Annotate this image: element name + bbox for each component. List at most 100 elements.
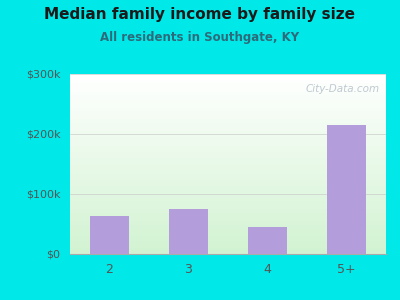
Bar <box>70 191 386 192</box>
Bar <box>70 141 386 142</box>
Bar <box>70 153 386 154</box>
Bar <box>70 235 386 236</box>
Bar <box>70 82 386 83</box>
Bar <box>70 170 386 171</box>
Bar <box>70 79 386 80</box>
Bar <box>70 140 386 141</box>
Bar <box>70 237 386 238</box>
Bar <box>70 199 386 200</box>
Bar <box>70 171 386 172</box>
Bar <box>70 126 386 127</box>
Bar <box>70 173 386 174</box>
Bar <box>70 195 386 196</box>
Bar <box>70 242 386 243</box>
Text: City-Data.com: City-Data.com <box>306 84 380 94</box>
Bar <box>70 204 386 205</box>
Bar <box>70 225 386 226</box>
Bar <box>70 74 386 75</box>
Bar <box>70 146 386 147</box>
Bar <box>70 107 386 108</box>
Bar <box>70 209 386 210</box>
Bar <box>70 114 386 115</box>
Bar <box>70 245 386 246</box>
Bar <box>70 215 386 216</box>
Bar <box>248 226 287 254</box>
Bar <box>70 214 386 215</box>
Bar <box>70 98 386 99</box>
Bar <box>70 234 386 235</box>
Bar <box>70 193 386 194</box>
Bar <box>70 109 386 110</box>
Bar <box>70 253 386 254</box>
Bar <box>70 116 386 117</box>
Bar <box>70 236 386 237</box>
Bar <box>70 216 386 217</box>
Bar <box>70 157 386 158</box>
Bar <box>70 249 386 250</box>
Bar <box>70 203 386 204</box>
Bar <box>70 194 386 195</box>
Bar <box>70 177 386 178</box>
Bar <box>70 133 386 134</box>
Bar <box>70 219 386 220</box>
Bar <box>70 92 386 93</box>
Bar <box>70 163 386 164</box>
Bar <box>70 218 386 219</box>
Bar <box>70 167 386 168</box>
Bar <box>70 220 386 221</box>
Bar <box>70 172 386 173</box>
Bar <box>70 97 386 98</box>
Bar <box>70 112 386 113</box>
Bar <box>70 189 386 190</box>
Bar <box>70 102 386 103</box>
Bar <box>70 156 386 157</box>
Bar <box>70 119 386 120</box>
Bar <box>70 223 386 224</box>
Bar <box>70 115 386 116</box>
Bar <box>70 184 386 185</box>
Bar <box>70 208 386 209</box>
Bar <box>70 150 386 151</box>
Bar <box>70 183 386 184</box>
Bar <box>70 164 386 165</box>
Bar <box>70 138 386 139</box>
Bar <box>70 159 386 160</box>
Bar <box>70 139 386 140</box>
Bar <box>70 129 386 130</box>
Bar <box>70 127 386 128</box>
Bar <box>70 181 386 182</box>
Bar <box>70 221 386 222</box>
Bar <box>70 246 386 247</box>
Bar <box>70 244 386 245</box>
Bar <box>70 165 386 166</box>
Bar <box>70 175 386 176</box>
Bar <box>70 213 386 214</box>
Bar <box>70 149 386 150</box>
Bar <box>70 117 386 118</box>
Bar <box>70 238 386 239</box>
Bar <box>70 121 386 122</box>
Bar <box>70 243 386 244</box>
Bar <box>70 103 386 104</box>
Bar <box>70 80 386 81</box>
Bar <box>70 229 386 230</box>
Bar <box>70 113 386 114</box>
Bar <box>70 134 386 135</box>
Bar <box>70 100 386 101</box>
Bar <box>70 228 386 229</box>
Bar <box>70 186 386 187</box>
Bar <box>70 155 386 156</box>
Bar <box>70 124 386 125</box>
Bar <box>70 250 386 251</box>
Bar <box>70 151 386 152</box>
Bar <box>70 130 386 131</box>
Bar <box>70 78 386 79</box>
Bar <box>169 208 208 253</box>
Bar <box>70 162 386 163</box>
Bar <box>70 142 386 143</box>
Bar <box>70 152 386 153</box>
Bar <box>70 95 386 96</box>
Bar <box>70 230 386 231</box>
Bar <box>70 108 386 109</box>
Bar <box>90 216 129 254</box>
